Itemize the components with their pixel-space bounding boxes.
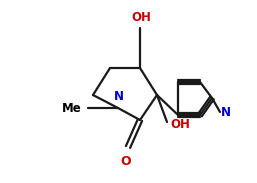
Text: O: O <box>121 155 131 168</box>
Text: N: N <box>114 90 124 103</box>
Text: OH: OH <box>170 117 190 130</box>
Text: Me: Me <box>62 102 82 115</box>
Text: N: N <box>221 106 231 119</box>
Text: OH: OH <box>131 11 151 24</box>
